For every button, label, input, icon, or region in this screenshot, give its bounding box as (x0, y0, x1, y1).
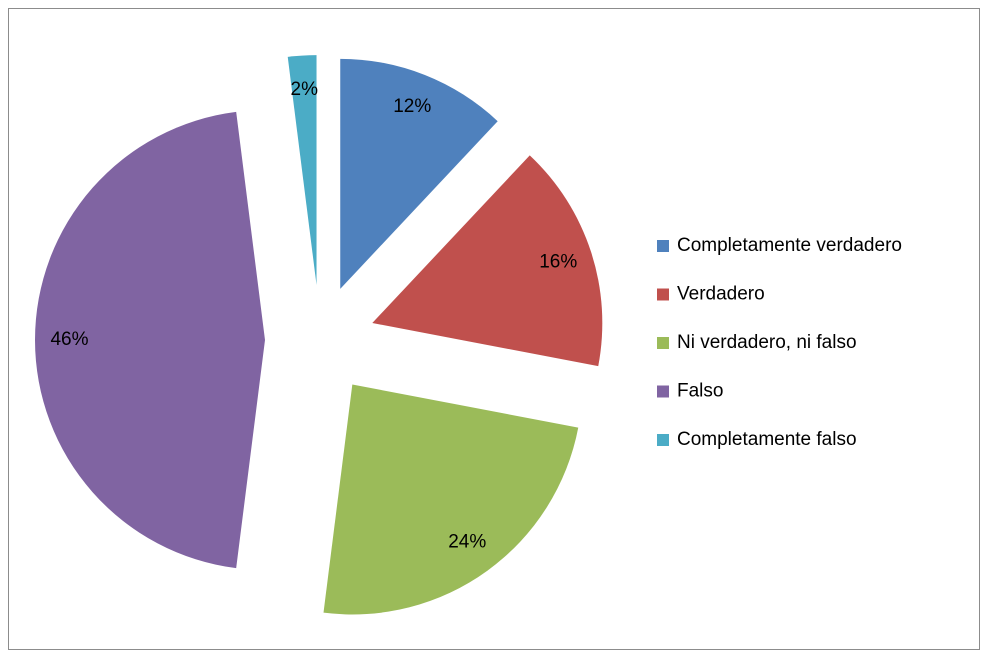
legend-label: Completamente falso (677, 429, 857, 450)
legend-swatch (657, 385, 669, 398)
data-label: 16% (539, 252, 577, 273)
pie-slice (35, 111, 266, 569)
data-label: 12% (393, 96, 431, 117)
pie-slice (287, 55, 317, 286)
legend-label: Completamente verdadero (677, 235, 902, 256)
data-label: 46% (50, 329, 88, 350)
legend-swatch (657, 288, 669, 301)
legend-swatch (657, 337, 669, 349)
data-label: 24% (448, 532, 486, 553)
pie-slice (372, 155, 603, 367)
legend-label: Falso (677, 381, 723, 402)
legend-label: Ni verdadero, ni falso (677, 332, 857, 353)
legend-swatch (657, 434, 669, 446)
pie-slice (340, 58, 498, 289)
data-label: 2% (291, 79, 319, 100)
legend-label: Verdadero (677, 284, 765, 305)
pie-slice (323, 384, 579, 615)
legend-swatch (657, 240, 669, 252)
